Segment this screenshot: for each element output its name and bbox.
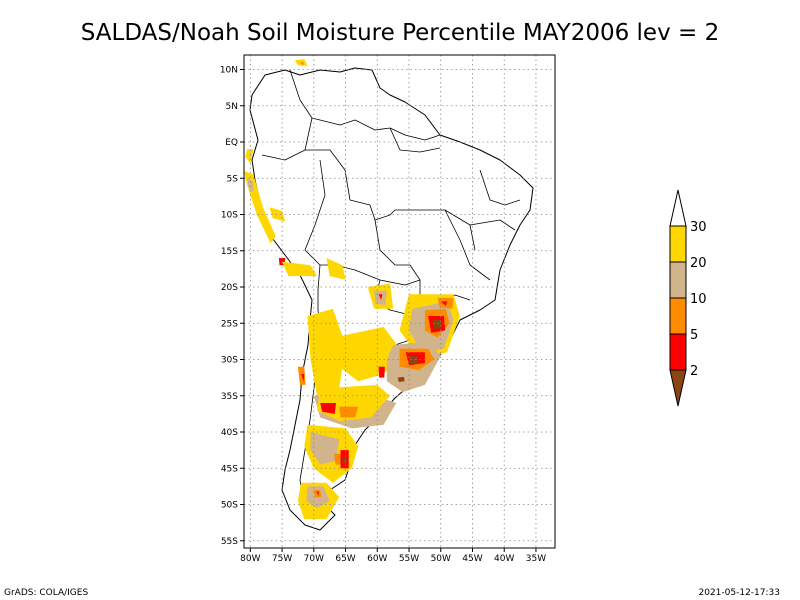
- shade-pampas-orange: [339, 406, 359, 418]
- legend-swatch: [669, 261, 687, 299]
- legend-swatch: [669, 333, 687, 371]
- y-tick-label: 45S: [221, 464, 238, 474]
- shade-pampas-red: [320, 403, 336, 414]
- shade-altiplano: [326, 258, 346, 280]
- legend-label: 10: [690, 292, 707, 307]
- page-title: SALDAS/Noah Soil Moisture Percentile MAY…: [81, 20, 719, 46]
- legend-swatch: [669, 297, 687, 335]
- shade-entre-rios-red: [378, 366, 385, 378]
- shade-chile-central-red: [301, 374, 305, 382]
- x-tick-label: 35W: [526, 554, 546, 564]
- shade-central-argentina: [332, 326, 403, 382]
- y-tick-label: 55S: [221, 537, 238, 547]
- map-frame: [243, 54, 556, 549]
- y-tick-label: 15S: [221, 247, 238, 257]
- y-tick-label: 5S: [227, 174, 239, 184]
- shade-peru-south: [282, 261, 317, 277]
- footer-right: 2021-05-12-17:33: [699, 588, 781, 598]
- shade-santa-cruz-red: [316, 491, 319, 496]
- shade-rgs-brown: [409, 355, 419, 364]
- soil-moisture-shading: [244, 59, 460, 519]
- x-tick-label: 50W: [431, 554, 451, 564]
- shade-sp-red: [440, 301, 448, 306]
- x-tick-label: 40W: [494, 554, 514, 564]
- y-tick-label: 30S: [221, 356, 238, 366]
- shade-colombia-coast-orange: [299, 62, 304, 66]
- map-gridlines: [244, 55, 555, 548]
- legend-label: 2: [690, 364, 698, 379]
- map-panel: 80W 75W 70W 65W 60W 55W 50W 45W 40W 35W 10N 5N EQ 5S…: [220, 54, 556, 564]
- x-tick-label: 80W: [240, 554, 260, 564]
- y-tick-label: 40S: [221, 428, 238, 438]
- shade-ecuador-coast: [245, 149, 254, 164]
- legend-label: 20: [690, 256, 707, 271]
- y-tick-label: 5N: [226, 102, 238, 112]
- shade-chubut-orange: [334, 453, 341, 465]
- shade-pampas-yellow: [317, 384, 390, 422]
- shade-west-argentina-band: [307, 308, 346, 396]
- x-tick-label: 55W: [399, 554, 419, 564]
- legend-below-triangle: [669, 369, 687, 407]
- y-tick-label: EQ: [225, 138, 238, 148]
- x-axis-ticks: 80W 75W 70W 65W 60W 55W 50W 45W 40W 35W: [240, 548, 546, 564]
- legend-label: 5: [690, 328, 698, 343]
- x-tick-label: 75W: [272, 554, 292, 564]
- x-tick-label: 70W: [304, 554, 324, 564]
- footer-left: GrADS: COLA/IGES: [4, 588, 88, 598]
- shade-chubut-brown: [342, 457, 347, 464]
- shade-paraguay-red: [378, 294, 383, 300]
- y-tick-label: 10N: [220, 66, 238, 76]
- x-tick-label: 60W: [367, 554, 387, 564]
- y-tick-label: 35S: [221, 392, 238, 402]
- y-axis-ticks: 10N 5N EQ 5S 10S 15S 20S 25S 30S 35S 40S 45S 50S 55S: [220, 66, 244, 547]
- legend-swatch: [669, 225, 687, 263]
- x-tick-label: 65W: [335, 554, 355, 564]
- x-tick-label: 45W: [462, 554, 482, 564]
- legend-label: 30: [690, 220, 707, 235]
- legend-above-triangle: [669, 189, 687, 227]
- y-tick-label: 25S: [221, 319, 238, 329]
- shade-peru-inland: [269, 207, 286, 222]
- shade-uruguay-brown: [397, 376, 405, 382]
- y-tick-label: 10S: [221, 211, 238, 221]
- shade-south-brazil-brown: [432, 319, 442, 329]
- color-legend: 2 5 10 20 30: [669, 189, 707, 407]
- y-tick-label: 50S: [221, 501, 238, 511]
- y-tick-label: 20S: [221, 283, 238, 293]
- shade-patagonia-tan: [310, 432, 340, 465]
